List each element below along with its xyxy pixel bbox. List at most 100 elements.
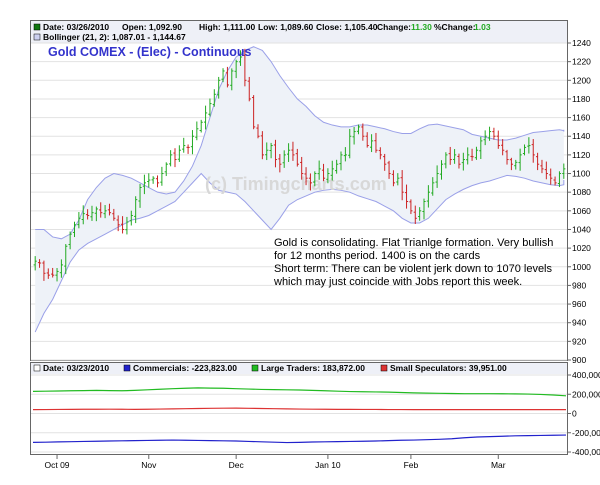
ohlc-bar: [68, 231, 72, 250]
ohlc-bar: [317, 160, 321, 180]
price-y-tick-label: 900: [572, 355, 586, 365]
price-y-tick-label: 940: [572, 318, 586, 328]
ohlc-bar: [448, 146, 452, 165]
ohlc-bar: [505, 149, 509, 165]
ohlc-bar: [81, 205, 85, 225]
cot-date-swatch: [33, 364, 41, 372]
ohlc-bar: [186, 144, 190, 154]
x-axis-label: Jan 10: [315, 460, 341, 470]
ohlc-bar: [479, 136, 483, 160]
x-axis-label: Nov: [141, 460, 157, 470]
annotation-line-4: which may just coincide with Jobs report…: [273, 276, 522, 288]
ohlc-bar: [335, 159, 339, 174]
x-axis-labels: Oct 09 Nov Dec Jan 10 Feb Mar: [45, 455, 506, 470]
ohlc-bar: [238, 50, 243, 66]
header-close: Close: 1,105.40: [316, 22, 378, 32]
ohlc-bar: [457, 153, 461, 169]
ohlc-bar: [304, 167, 308, 186]
ohlc-bar: [361, 123, 365, 141]
ohlc-bar: [252, 95, 256, 130]
ohlc-bar: [221, 68, 225, 83]
date-legend-swatch: [33, 23, 41, 31]
price-y-tick-label: 1020: [572, 243, 591, 253]
ohlc-bar: [343, 147, 347, 162]
ohlc-bar: [413, 205, 417, 224]
price-y-tick-label: 960: [572, 299, 586, 309]
ohlc-bar: [501, 139, 505, 156]
ohlc-bar: [562, 163, 566, 179]
ohlc-bar: [321, 163, 326, 182]
bollinger-label: Bollinger (21, 2): 1,087.01 - 1,144.67: [43, 32, 186, 42]
ohlc-bar: [169, 150, 173, 167]
price-y-tick-label: 1040: [572, 224, 591, 234]
ohlc-bar: [72, 221, 77, 238]
price-y-tick-label: 920: [572, 336, 586, 346]
cot-panel-frame: [30, 362, 568, 455]
ohlc-bar: [160, 166, 164, 186]
header-date: Date: 03/26/2010: [43, 22, 109, 32]
ohlc-bar: [286, 143, 291, 162]
ohlc-bar: [387, 160, 391, 179]
ohlc-bar: [190, 130, 195, 155]
cot-header-date: Date: 03/23/2010: [43, 363, 109, 373]
ohlc-bar: [365, 132, 369, 148]
ohlc-bar: [461, 152, 465, 171]
annotation-line-1: Gold is consolidating. Flat Trianlge for…: [274, 237, 553, 249]
ohlc-bar: [378, 147, 382, 160]
ohlc-bar: [208, 98, 212, 117]
ohlc-bar: [330, 160, 334, 181]
price-y-tick-label: 980: [572, 280, 586, 290]
ohlc-bar: [492, 127, 496, 140]
header-open: Open: 1,092.90: [122, 22, 182, 32]
ohlc-bar: [531, 139, 535, 163]
ohlc-bar: [435, 165, 439, 188]
ohlc-bar: [199, 119, 203, 133]
ohlc-bar: [230, 68, 234, 91]
ohlc-bar: [396, 173, 400, 186]
ohlc-bar: [112, 208, 116, 221]
ohlc-bar: [64, 244, 68, 275]
ohlc-bar: [107, 203, 112, 216]
ohlc-bar: [496, 130, 500, 149]
header-high: High: 1,111.00: [199, 22, 255, 32]
ohlc-bar: [374, 132, 378, 153]
cot-header-bar: [31, 363, 567, 374]
cot-y-tick-labels: 400,000 200,000 0 -200,000 -400,000: [567, 370, 600, 457]
ohlc-bar: [400, 170, 404, 201]
ohlc-bar: [295, 148, 299, 167]
ohlc-bar: [155, 175, 160, 188]
ohlc-bar: [518, 148, 522, 171]
ohlc-bar: [544, 161, 548, 180]
small-specs-swatch: [380, 364, 388, 372]
price-y-tick-label: 1060: [572, 206, 591, 216]
cot-y-tick-label: -200,000: [572, 428, 600, 438]
ohlc-bar: [203, 105, 208, 130]
header-bar: [31, 21, 567, 43]
price-y-tick-label: 1140: [572, 131, 591, 141]
cot-series-lines: [32, 387, 567, 444]
ohlc-bar: [348, 128, 352, 159]
commercials-swatch: [123, 364, 131, 372]
cot-large-traders: Large Traders: 183,872.00: [261, 363, 365, 373]
ohlc-bar: [540, 159, 544, 174]
price-y-tick-label: 1240: [572, 38, 591, 48]
ohlc-bar: [352, 126, 356, 145]
ohlc-bar: [77, 212, 81, 229]
price-y-tick-label: 1200: [572, 75, 591, 85]
ohlc-bar: [474, 146, 479, 160]
ohlc-bar: [129, 210, 133, 226]
ohlc-bar: [164, 162, 168, 177]
price-y-tick-label: 1180: [572, 94, 591, 104]
ohlc-bar: [391, 170, 396, 187]
price-y-tick-label: 1160: [572, 113, 591, 123]
ohlc-bar: [86, 209, 90, 220]
ohlc-bar: [514, 159, 518, 170]
x-axis-label: Mar: [491, 460, 506, 470]
ohlc-bar: [116, 215, 120, 232]
ohlc-bar: [483, 130, 487, 146]
annotation-line-3: Short term: There can be violent jerk do…: [274, 263, 553, 275]
ohlc-bar: [404, 184, 409, 209]
ohlc-bar: [439, 160, 444, 180]
ohlc-bar: [46, 268, 50, 279]
